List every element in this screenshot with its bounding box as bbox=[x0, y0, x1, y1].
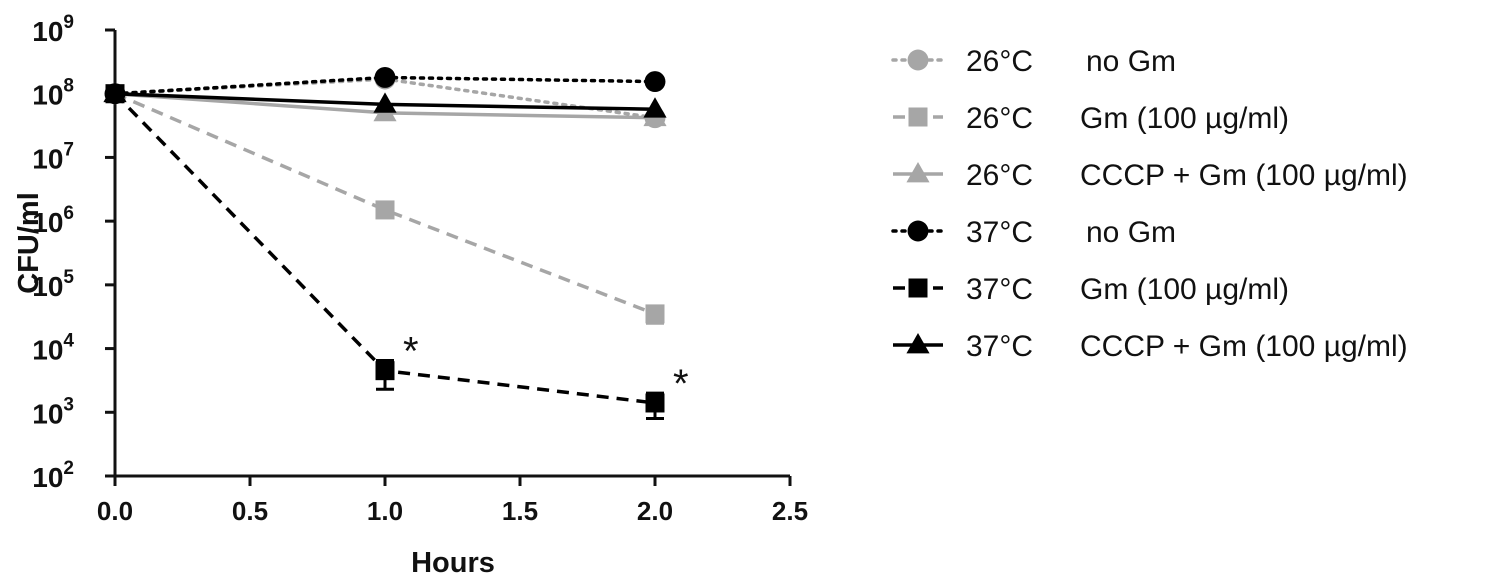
x-tick-label: 0.0 bbox=[97, 496, 133, 526]
series-4 bbox=[105, 84, 665, 420]
x-tick-label: 0.5 bbox=[232, 496, 268, 526]
series-layer bbox=[103, 66, 667, 420]
y-tick-label: 107 bbox=[32, 139, 74, 174]
legend-temperature: 26°C bbox=[966, 159, 1033, 192]
data-point bbox=[373, 92, 397, 113]
legend-item-3: 37°C no Gm bbox=[891, 216, 1176, 249]
data-point bbox=[375, 200, 395, 220]
data-point bbox=[644, 71, 666, 93]
annotation-layer: ** bbox=[403, 330, 689, 406]
data-point bbox=[643, 97, 667, 118]
legend-treatment: Gm (100 µg/ml) bbox=[1080, 273, 1289, 306]
data-point bbox=[374, 66, 396, 88]
y-tick-label: 102 bbox=[32, 458, 74, 493]
x-axis-label: Hours bbox=[411, 547, 495, 579]
legend-item-4: 37°C Gm (100 µg/ml) bbox=[893, 273, 1289, 306]
legend-temperature: 26°C bbox=[966, 45, 1033, 78]
legend-temperature: 26°C bbox=[966, 102, 1033, 135]
legend-swatch-marker bbox=[906, 162, 930, 183]
legend-treatment: Gm (100 µg/ml) bbox=[1080, 102, 1289, 135]
series-5 bbox=[103, 81, 667, 118]
y-tick-label: 109 bbox=[32, 12, 74, 47]
legend-treatment: CCCP + Gm (100 µg/ml) bbox=[1080, 330, 1408, 363]
y-tick-label: 105 bbox=[32, 267, 74, 302]
axes: 102 103 104 105 106 107 108 109 0.0 0.5 1.0 1.5 2.0 2… bbox=[32, 12, 808, 526]
legend-swatch-marker bbox=[908, 278, 928, 298]
legend-temperature: 37°C bbox=[966, 273, 1033, 306]
legend-treatment: no Gm bbox=[1086, 45, 1176, 78]
y-tick-label: 108 bbox=[32, 76, 74, 111]
data-point bbox=[645, 393, 665, 413]
legend-item-2: 26°C CCCP + Gm (100 µg/ml) bbox=[893, 159, 1408, 192]
legend-swatch-marker bbox=[907, 220, 929, 242]
legend-temperature: 37°C bbox=[966, 330, 1033, 363]
series-line bbox=[113, 92, 656, 405]
x-tick-label: 1.5 bbox=[502, 496, 538, 526]
legend-item-5: 37°C CCCP + Gm (100 µg/ml) bbox=[893, 330, 1408, 363]
significance-marker: * bbox=[403, 330, 419, 374]
data-point bbox=[645, 304, 665, 324]
series-line bbox=[114, 92, 656, 316]
legend-swatch-marker bbox=[907, 49, 929, 71]
legend-item-1: 26°C Gm (100 µg/ml) bbox=[893, 102, 1289, 135]
legend-item-0: 26°C no Gm bbox=[891, 45, 1176, 78]
legend-swatch-marker bbox=[908, 107, 928, 127]
y-tick-label: 104 bbox=[32, 331, 74, 366]
y-axis-label: CFU/ml bbox=[13, 192, 45, 294]
legend-treatment: no Gm bbox=[1086, 216, 1176, 249]
legend-treatment: CCCP + Gm (100 µg/ml) bbox=[1080, 159, 1408, 192]
data-point bbox=[103, 81, 127, 103]
significance-marker: * bbox=[673, 362, 689, 406]
y-tick-label: 103 bbox=[32, 394, 74, 429]
legend-temperature: 37°C bbox=[966, 216, 1033, 249]
x-tick-label: 2.5 bbox=[772, 496, 808, 526]
x-tick-label: 1.0 bbox=[367, 496, 403, 526]
legend-swatch-marker bbox=[906, 333, 930, 354]
legend: 26°C no Gm 26°C Gm (100 µg/ml) 26°C CCCP + Gm… bbox=[891, 45, 1408, 363]
y-tick-label: 106 bbox=[32, 203, 74, 238]
x-tick-label: 2.0 bbox=[637, 496, 673, 526]
data-point bbox=[375, 361, 395, 381]
